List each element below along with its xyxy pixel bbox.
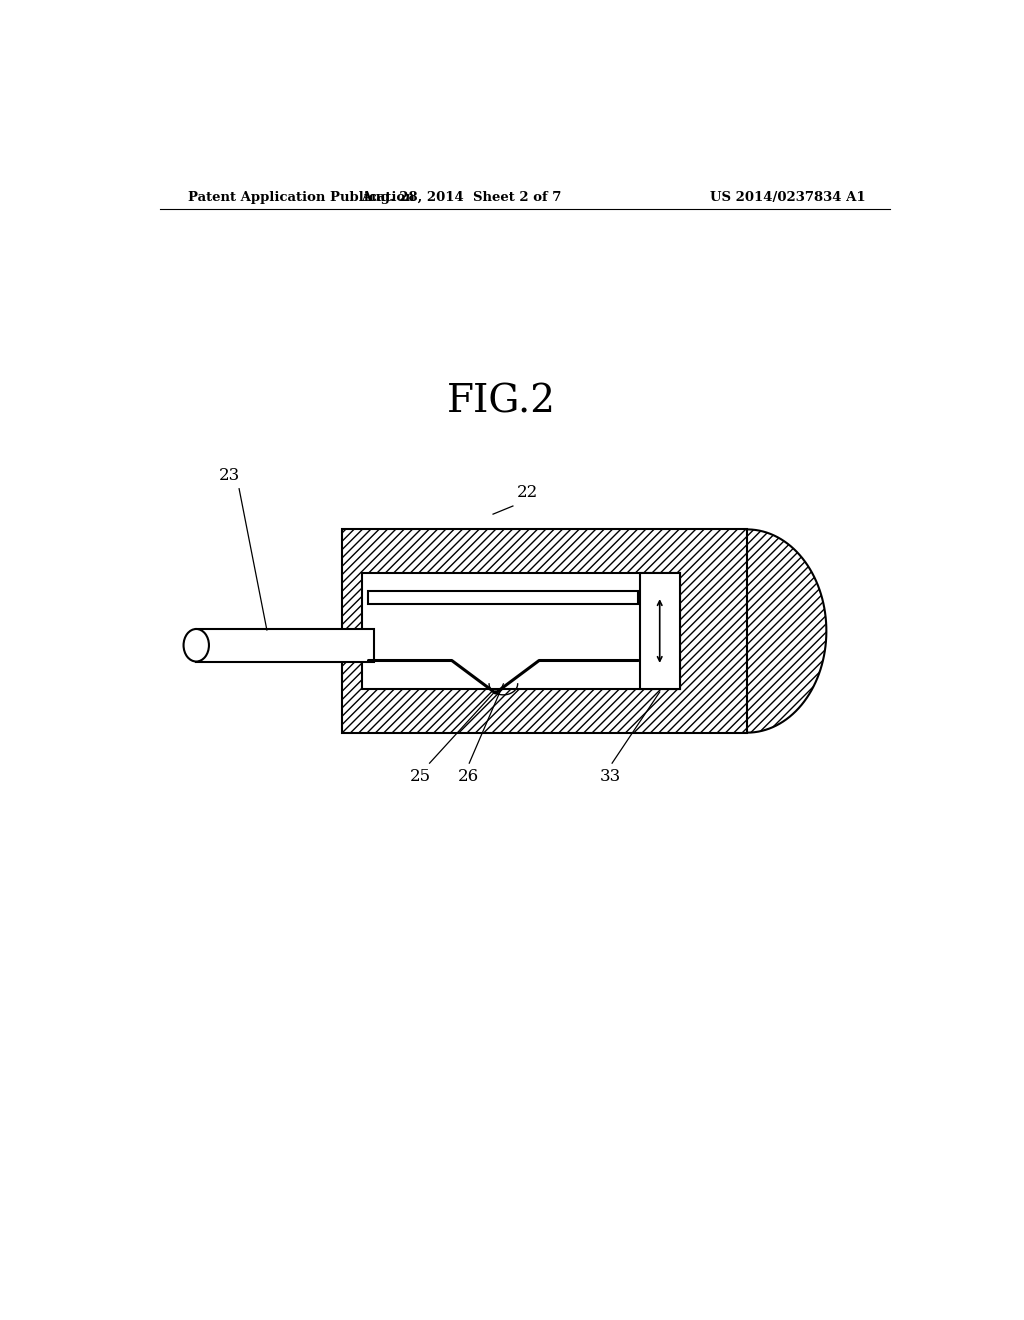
Bar	[342, 529, 748, 733]
Text: 23: 23	[219, 467, 241, 483]
Bar	[362, 573, 680, 689]
Bar	[369, 591, 638, 603]
Text: Aug. 28, 2014  Sheet 2 of 7: Aug. 28, 2014 Sheet 2 of 7	[361, 190, 561, 203]
Text: 25: 25	[410, 768, 431, 785]
Text: 33: 33	[600, 768, 622, 785]
Text: 22: 22	[517, 484, 539, 500]
Text: FIG.2: FIG.2	[446, 384, 555, 421]
Text: US 2014/0237834 A1: US 2014/0237834 A1	[711, 190, 866, 203]
Polygon shape	[748, 529, 826, 733]
Text: 26: 26	[458, 768, 478, 785]
Bar	[362, 573, 680, 689]
Bar	[342, 529, 748, 733]
Ellipse shape	[183, 630, 209, 661]
Text: Patent Application Publication: Patent Application Publication	[187, 190, 415, 203]
Bar	[197, 630, 374, 661]
Bar	[640, 573, 680, 689]
